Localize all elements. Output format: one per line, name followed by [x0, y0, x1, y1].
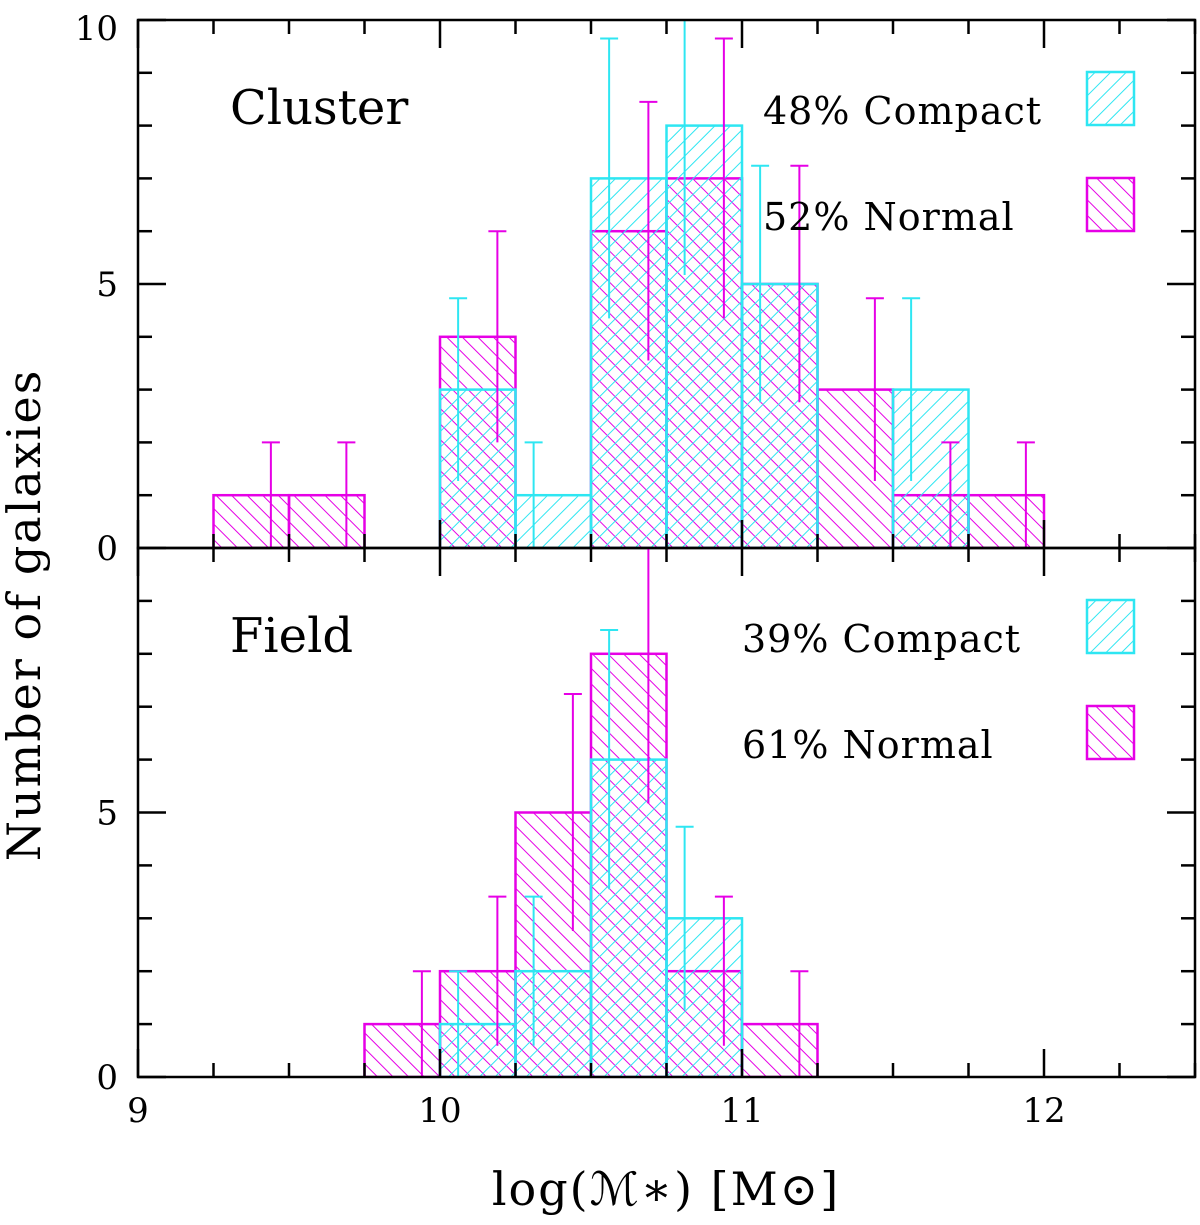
errorbar-normal-0-0: [261, 441, 280, 548]
legend-label-compact: 48% Compact: [763, 89, 1042, 133]
errorbar-compact-1-0: [449, 970, 468, 1077]
bar-normal-0-6: [816, 388, 895, 548]
bar-compact-0-4: [740, 282, 819, 548]
errorbar-normal-0-3: [639, 100, 658, 361]
bar-normal-1-5: [740, 1022, 819, 1077]
legend-label-normal: 52% Normal: [763, 195, 1015, 239]
x-tick-labels: 9 10 11 12: [127, 1091, 1065, 1131]
errorbar-compact-1-1: [524, 895, 543, 1046]
legend-swatch-compact: [1085, 598, 1136, 655]
bar-compact-1-2: [589, 758, 668, 1077]
y-tick-label-0-1: 5: [96, 265, 118, 305]
x-tick-label-2: 11: [720, 1091, 763, 1131]
errorbar-compact-0-1: [524, 441, 543, 548]
bar-compact-0-0: [438, 388, 517, 548]
bar-compact-0-2: [589, 177, 668, 548]
bar-compact-0-1: [514, 493, 593, 548]
errorbar-normal-0-6: [865, 297, 884, 481]
x-tick-label-0: 9: [127, 1091, 149, 1131]
errorbar-normal-1-5: [790, 970, 809, 1077]
bar-normal-1-0: [363, 1022, 442, 1077]
legend-label-compact: 39% Compact: [742, 617, 1021, 661]
errorbar-normal-1-4: [714, 895, 733, 1046]
errorbar-normal-0-7: [941, 441, 960, 548]
errorbar-compact-1-2: [600, 628, 619, 890]
errorbar-normal-0-5: [790, 164, 809, 403]
y-tick-label-1-0: 0: [96, 1058, 118, 1098]
errorbar-compact-0-3: [683, 20, 686, 276]
bar-compact-1-3: [665, 917, 744, 1077]
x-axis-title: log(ℳ∗) [M⊙]: [492, 1162, 840, 1216]
errorbar-normal-0-1: [337, 441, 356, 548]
bar-compact-0-5: [891, 388, 970, 548]
bar-normal-0-1: [287, 493, 366, 548]
errorbar-normal-0-2: [488, 230, 507, 443]
errorbar-normal-1-3: [647, 548, 650, 804]
field-panel: 0 5 Field 39% Compact 61% Normal: [96, 546, 1197, 1098]
y-tick-label-0-0: 0: [96, 529, 118, 569]
x-tick-label-1: 10: [418, 1091, 461, 1131]
y-axis-title: Number of galaxies: [0, 369, 51, 862]
panel-title-field: Field: [230, 608, 353, 664]
y-tick-label-1-1: 5: [96, 794, 118, 834]
errorbar-compact-1-3: [675, 825, 694, 1010]
errorbar-compact-0-2: [600, 37, 619, 319]
panel-title-cluster: Cluster: [230, 80, 408, 136]
bar-compact-1-0: [438, 1022, 517, 1077]
legend-swatch-normal: [1085, 704, 1136, 761]
legend-swatch-compact: [1085, 70, 1136, 127]
errorbar-normal-1-1: [488, 895, 507, 1046]
bar-normal-0-8: [967, 493, 1046, 548]
errorbar-normal-0-8: [1016, 441, 1035, 548]
legend-label-normal: 61% Normal: [742, 723, 994, 767]
bar-compact-1-1: [514, 969, 593, 1077]
y-tick-label-0-2: 10: [75, 9, 118, 49]
errorbar-normal-0-4: [714, 37, 733, 319]
bar-normal-0-0: [212, 493, 291, 548]
errorbar-normal-1-0: [412, 970, 431, 1077]
x-tick-label-3: 12: [1022, 1091, 1065, 1131]
cluster-panel: 0 5 10 Cluster 48% Compact 52% Normal: [75, 9, 1197, 569]
bar-compact-0-3: [665, 124, 744, 548]
errorbar-compact-0-0: [449, 297, 468, 481]
errorbar-compact-0-4: [751, 164, 770, 403]
legend-swatch-normal: [1085, 176, 1136, 233]
errorbar-normal-1-2: [563, 693, 582, 931]
errorbar-compact-0-5: [902, 297, 921, 481]
